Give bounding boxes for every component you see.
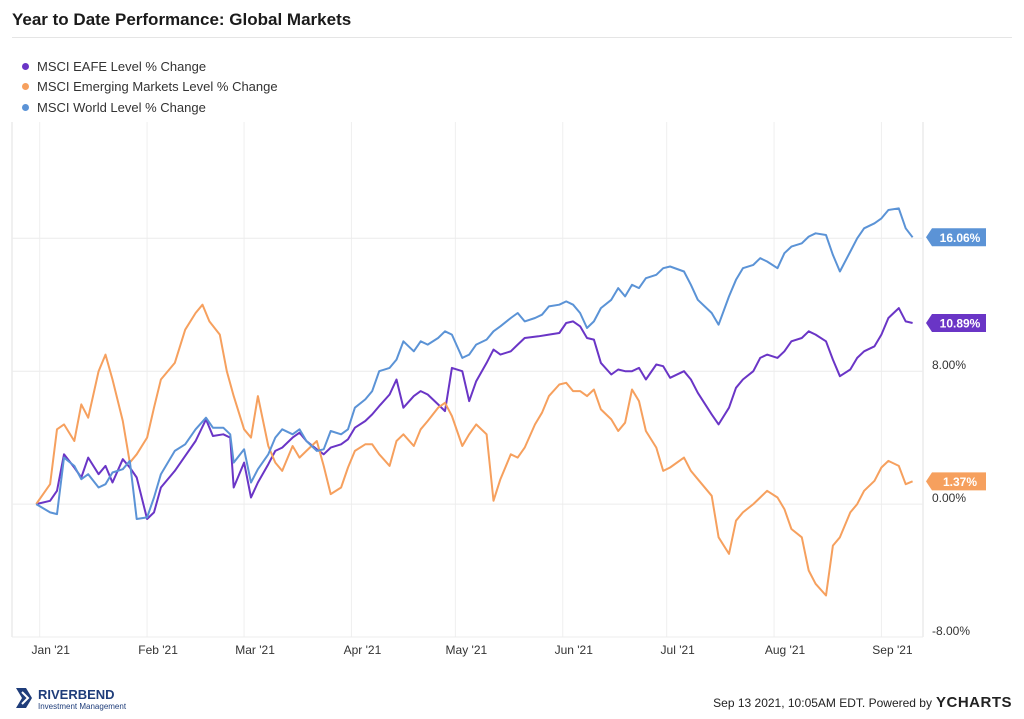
x-tick-label: Mar '21 bbox=[235, 643, 275, 657]
legend-dot-world bbox=[22, 103, 29, 111]
x-tick-label: Sep '21 bbox=[872, 643, 913, 657]
chart-title: Year to Date Performance: Global Markets bbox=[12, 10, 352, 29]
end-value-label-1: 1.37% bbox=[943, 475, 977, 489]
x-tick-label: Jun '21 bbox=[555, 643, 594, 657]
x-tick-label: Feb '21 bbox=[138, 643, 178, 657]
end-value-tag-1 bbox=[926, 472, 986, 491]
footer-timestamp: Sep 13 2021, 10:05AM EDT. bbox=[713, 695, 866, 710]
series-line-1 bbox=[35, 303, 913, 597]
legend-dot-eafe bbox=[22, 62, 29, 70]
x-tick-label: Aug '21 bbox=[765, 643, 806, 657]
footer-attribution: Sep 13 2021, 10:05AM EDT. Powered by YCH… bbox=[713, 694, 1012, 711]
x-tick-label: Jul '21 bbox=[661, 643, 696, 657]
end-value-tag-2 bbox=[926, 228, 986, 247]
legend-label-world: MSCI World Level % Change bbox=[37, 99, 206, 115]
logo-text-top: RIVERBEND bbox=[38, 687, 115, 702]
y-tick-label: 0.00% bbox=[932, 491, 966, 505]
x-tick-label: Jan '21 bbox=[32, 643, 71, 657]
legend-label-eafe: MSCI EAFE Level % Change bbox=[37, 58, 207, 74]
y-tick-label: -8.00% bbox=[932, 624, 970, 638]
end-value-tag-0 bbox=[926, 314, 986, 333]
end-value-label-2: 16.06% bbox=[940, 231, 981, 245]
y-tick-label: 8.00% bbox=[932, 358, 966, 372]
x-tick-label: Apr '21 bbox=[344, 643, 382, 657]
legend-dot-emerging bbox=[22, 83, 29, 91]
ycharts-logo[interactable]: YCHARTS bbox=[935, 694, 1012, 711]
chart-legend: MSCI EAFE Level % Change MSCI Emerging M… bbox=[22, 56, 278, 118]
logo-text-bottom: Investment Management bbox=[38, 702, 127, 711]
footer-powered-by: Powered by bbox=[868, 695, 932, 710]
legend-item-emerging[interactable]: MSCI Emerging Markets Level % Change bbox=[22, 77, 278, 98]
legend-item-world[interactable]: MSCI World Level % Change bbox=[22, 97, 278, 118]
x-tick-label: May '21 bbox=[446, 643, 488, 657]
legend-item-eafe[interactable]: MSCI EAFE Level % Change bbox=[22, 56, 278, 77]
title-divider bbox=[12, 37, 1012, 38]
series-line-0 bbox=[35, 307, 913, 520]
series-line-2 bbox=[35, 207, 914, 520]
end-value-label-0: 10.89% bbox=[940, 317, 981, 331]
riverbend-logo: RIVERBEND Investment Management bbox=[16, 687, 127, 711]
legend-label-emerging: MSCI Emerging Markets Level % Change bbox=[37, 79, 278, 95]
